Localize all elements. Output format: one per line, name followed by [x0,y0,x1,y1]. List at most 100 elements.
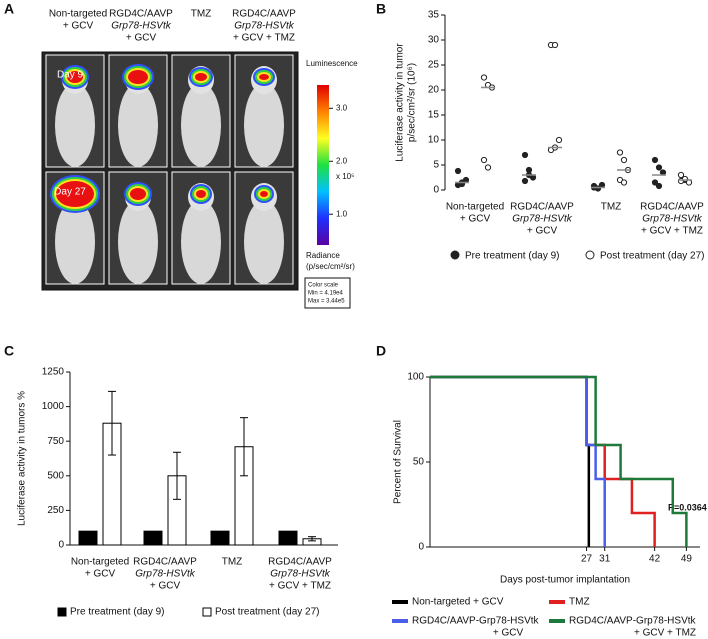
mouse-body [118,200,158,284]
y-axis-label: p/sec/cm²/sr (10⁶) [407,63,418,142]
x-tick-label: 49 [681,554,693,565]
x-axis-label: Days post-tumor implantation [500,575,630,586]
colorbar-unit-title: Radiance [306,251,340,260]
annotation: P=0.0364 [668,502,707,512]
point [521,177,529,185]
mouse-body [55,200,95,284]
y-tick-label: 750 [47,436,64,447]
point [616,149,624,156]
y-tick-label: 10 [428,135,440,146]
signal [56,181,94,207]
category-label: + GCV [527,226,558,237]
y-tick-label: 1250 [42,367,65,378]
legend-marker [585,250,595,260]
colorbar-tick-label: 3.0 [336,103,348,112]
category-label: TMZ [222,557,243,568]
legend-label: Non-targeted + GCV [412,597,504,608]
category-label: + GCV [126,33,157,44]
category-label: Grp78-HSVtk [642,214,702,225]
legend-label: TMZ [569,597,590,608]
legend-marker [57,607,67,617]
y-tick-label: 15 [428,110,440,121]
category-label: RGD4C/AAVP [268,557,332,568]
point [677,171,685,179]
y-tick-label: 20 [428,85,440,96]
y-tick-label: 250 [47,505,64,516]
legend-marker [202,607,212,617]
category-label: Non-targeted [71,557,129,568]
point [681,175,689,183]
point [551,41,559,49]
signal [260,191,268,197]
category-label: Grp78-HSVtk [111,21,171,32]
colorbar-tick-label: 2.0 [336,156,348,165]
point [454,167,462,175]
point [480,156,488,164]
signal [130,188,146,200]
point [521,151,529,159]
category-label: + GCV [460,214,491,225]
scale-min: Min = 4.19e4 [308,291,344,297]
category-label: Grp78-HSVtk [512,214,572,225]
row-label: Day 9 [57,70,84,81]
category-label: TMZ [191,9,212,20]
category-label: Grp78-HSVtk [270,569,330,580]
y-tick-label: 30 [428,35,440,46]
row-label: Day 27 [54,187,86,198]
category-label: + GCV + TMZ [233,33,295,44]
panel-label: C [4,343,14,359]
mouse-body [181,83,221,167]
legend-label: + GCV + TMZ [634,628,696,639]
category-label: RGD4C/AAVP [510,202,574,213]
x-tick-label: 31 [599,554,611,565]
point [555,136,563,144]
category-label: + GCV + TMZ [269,581,331,592]
category-label: Non-targeted [446,202,504,213]
point [655,164,663,171]
bar [78,530,98,546]
x-tick-label: 27 [581,554,593,565]
y-tick-label: 5 [433,160,439,171]
x-tick-label: 42 [649,554,661,565]
point [651,179,659,186]
scale-box [304,277,351,309]
signal [196,190,206,198]
panel-label: D [376,343,386,359]
category-label: RGD4C/AAVP [133,557,197,568]
mouse-body [118,83,158,167]
scale-title: Color scale [308,283,339,289]
point [620,179,628,186]
category-label: + GCV [85,569,116,580]
bar [278,530,298,546]
signal [128,70,148,84]
survival-line [430,375,606,547]
colorbar [317,85,329,245]
point [651,156,659,164]
category-label: RGD4C/AAVP [109,9,173,20]
y-tick-label: 35 [428,10,440,21]
panel-label: A [4,1,14,17]
point [480,74,488,81]
colorbar-tick-label: 1.0 [336,209,348,218]
panel-label: B [376,1,386,17]
bar [143,530,163,546]
y-axis-label: Percent of Survival [393,420,404,504]
legend-label: Pre treatment (day 9) [465,251,559,262]
y-axis-label: Luciferase activity in tumor [395,43,406,162]
legend-label: RGD4C/AAVP-Grp78-HSVtk [412,616,540,627]
signal [195,73,207,81]
y-tick-label: 50 [413,457,425,468]
y-tick-label: 0 [418,542,424,553]
category-label: Grp78-HSVtk [234,21,294,32]
category-label: + GCV [150,581,181,592]
colorbar-title: Luminescence [306,59,358,68]
point [525,166,533,174]
survival-line [430,375,688,547]
mouse-body [181,200,221,284]
legend-label: Pre treatment (day 9) [70,607,164,618]
category-label: Non-targeted [49,9,107,20]
mouse-body [244,200,284,284]
legend-label: Post treatment (day 27) [600,251,705,262]
point [655,182,663,190]
